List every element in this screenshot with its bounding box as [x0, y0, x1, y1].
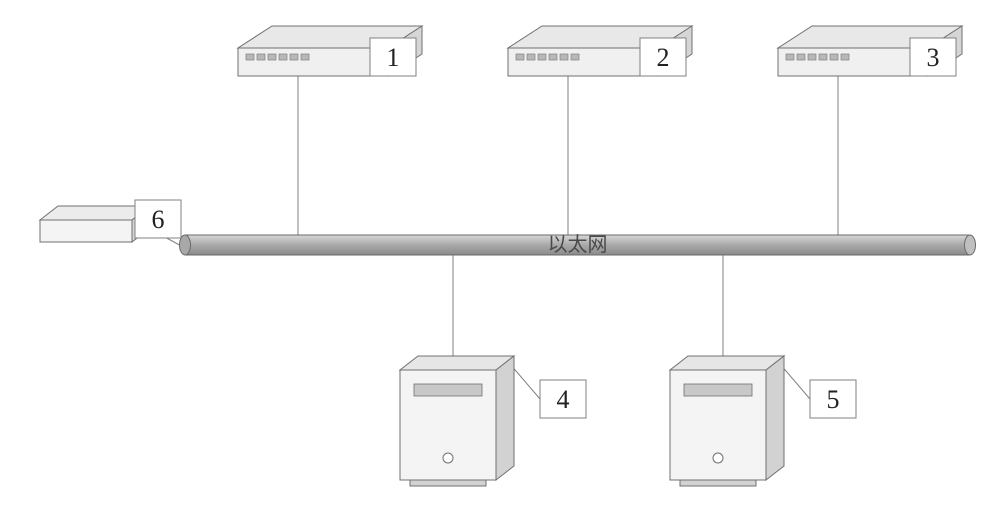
server-power-icon — [713, 453, 723, 463]
callout-label: 6 — [135, 200, 181, 238]
switch-port-icon — [549, 54, 557, 60]
server-base — [680, 480, 756, 486]
server-base — [410, 480, 486, 486]
callout-number: 3 — [927, 43, 940, 72]
switch-port-icon — [301, 54, 309, 60]
switch-port-icon — [279, 54, 287, 60]
switch-port-icon — [786, 54, 794, 60]
switch-port-icon — [797, 54, 805, 60]
diagram-stage: 以太网 1 2 3 4 5 6 — [0, 0, 1000, 506]
callout-label: 3 — [910, 38, 956, 76]
bus-label: 以太网 — [548, 233, 608, 256]
switch-port-icon — [841, 54, 849, 60]
labels-layer: 1 2 3 4 5 6 — [135, 38, 956, 418]
switch-port-icon — [571, 54, 579, 60]
server-power-icon — [443, 453, 453, 463]
bus-cap-right — [965, 235, 976, 255]
switch-port-icon — [808, 54, 816, 60]
switch-port-icon — [268, 54, 276, 60]
callout-number: 6 — [152, 205, 165, 234]
device-box-6 — [40, 206, 150, 242]
connection-lines — [113, 30, 956, 399]
switch-port-icon — [257, 54, 265, 60]
callout-label: 5 — [810, 380, 856, 418]
callout-number: 5 — [827, 385, 840, 414]
callout-label: 1 — [370, 38, 416, 76]
switch-port-icon — [830, 54, 838, 60]
server-5 — [670, 356, 784, 486]
switch-port-icon — [538, 54, 546, 60]
switch-port-icon — [819, 54, 827, 60]
callout-number: 2 — [657, 43, 670, 72]
callout-label: 2 — [640, 38, 686, 76]
switch-port-icon — [527, 54, 535, 60]
server-drive-icon — [684, 384, 752, 396]
ethernet-bus: 以太网 — [180, 233, 976, 256]
network-diagram: 以太网 1 2 3 4 5 6 — [0, 0, 1000, 506]
callout-label: 4 — [540, 380, 586, 418]
callout-number: 4 — [557, 385, 570, 414]
switch-port-icon — [246, 54, 254, 60]
server-drive-icon — [414, 384, 482, 396]
switch-port-icon — [290, 54, 298, 60]
server-4 — [400, 356, 514, 486]
callout-number: 1 — [387, 43, 400, 72]
switch-port-icon — [516, 54, 524, 60]
switch-port-icon — [560, 54, 568, 60]
